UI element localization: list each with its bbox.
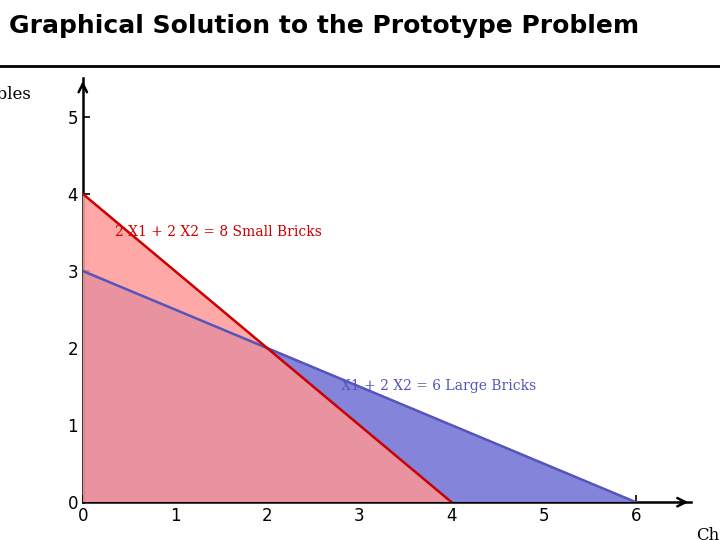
Text: X1 + 2 X2 = 6 Large Bricks: X1 + 2 X2 = 6 Large Bricks: [341, 380, 536, 394]
Polygon shape: [83, 271, 636, 502]
Text: 2 X1 + 2 X2 = 8 Small Bricks: 2 X1 + 2 X2 = 8 Small Bricks: [115, 225, 322, 239]
Text: Graphical Solution to the Prototype Problem: Graphical Solution to the Prototype Prob…: [9, 14, 639, 37]
Text: Chairs: Chairs: [696, 527, 720, 540]
Polygon shape: [267, 348, 636, 502]
Text: Tables: Tables: [0, 86, 32, 103]
Polygon shape: [83, 194, 451, 502]
